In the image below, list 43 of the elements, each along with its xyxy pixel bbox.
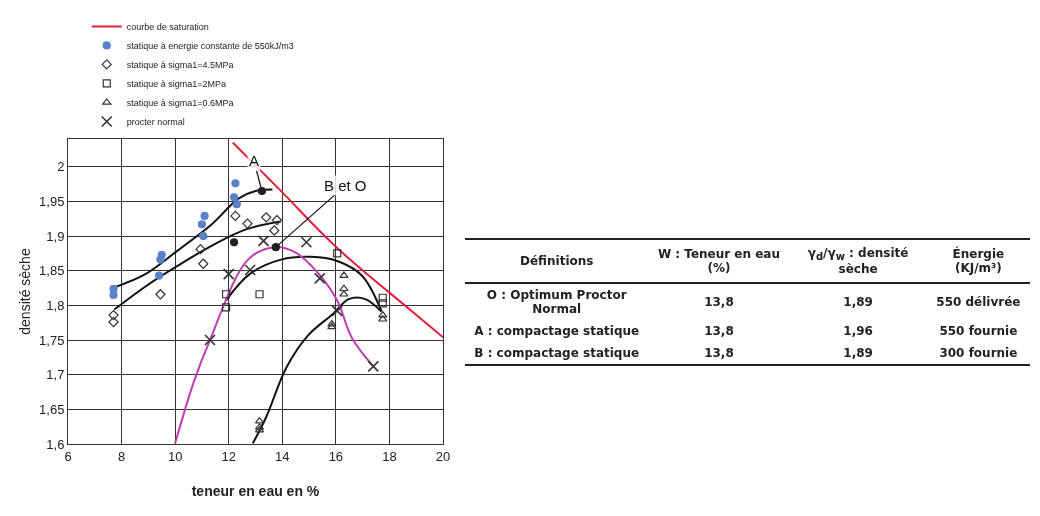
text: 1,89 bbox=[843, 346, 873, 361]
legend-label: statique à sigma1=4.5MPa bbox=[126, 59, 234, 70]
x-axis-title: teneur en eau en % bbox=[191, 483, 320, 499]
legend-label: statique à sigma1=0.6MPa bbox=[126, 97, 234, 108]
y-tick-label: 1,85 bbox=[39, 263, 65, 279]
y-tick-label: 1,8 bbox=[46, 297, 65, 313]
legend-label: courbe de saturation bbox=[126, 21, 209, 32]
category-label: γ$_{d}$/γ$_{w}$ : densité sèche bbox=[789, 239, 927, 284]
legend-label: procter normal bbox=[126, 116, 185, 127]
y-tick-label: 1,65 bbox=[39, 401, 65, 417]
x-tick-label: 18 bbox=[382, 448, 397, 464]
text: 300 fournie bbox=[939, 346, 1018, 361]
text: 13,8 bbox=[704, 295, 734, 310]
y-axis-title: densité sèche bbox=[17, 248, 33, 335]
text: B : compactage statique bbox=[474, 346, 640, 361]
x-tick-label: 14 bbox=[275, 448, 290, 464]
legend-label: statique à energie constante de 550kJ/m3 bbox=[126, 40, 294, 51]
annotation: B et O bbox=[324, 177, 367, 194]
text: 13,8 bbox=[704, 346, 734, 361]
x-tick-label: 10 bbox=[167, 448, 183, 464]
x-tick-label: 12 bbox=[221, 448, 236, 464]
text: 550 délivrée bbox=[936, 295, 1021, 310]
x-tick-label: 6 bbox=[64, 448, 72, 464]
text: 550 fournie bbox=[939, 324, 1018, 339]
x-tick-label: 20 bbox=[435, 448, 451, 464]
y-tick-label: 2 bbox=[57, 159, 65, 175]
legend-label: statique à sigma1=2MPa bbox=[126, 78, 227, 89]
y-tick-label: 1,9 bbox=[46, 228, 65, 244]
text: O : Optimum Proctor Normal bbox=[486, 288, 627, 317]
x-tick-label: 8 bbox=[117, 448, 126, 464]
category-label: Définitions bbox=[465, 239, 649, 284]
y-tick-label: 1,6 bbox=[46, 436, 65, 452]
category-label: W : Teneur en eau (%) bbox=[648, 239, 790, 284]
annotation: A bbox=[249, 152, 260, 169]
y-tick-label: 1,75 bbox=[39, 332, 65, 348]
y-tick-label: 1,95 bbox=[39, 193, 65, 209]
category-label: Énergie (KJ/m³) bbox=[926, 239, 1030, 284]
text: A : compactage statique bbox=[474, 324, 640, 339]
text: 1,96 bbox=[843, 324, 873, 339]
text: 1,89 bbox=[843, 295, 873, 310]
x-tick-label: 16 bbox=[328, 448, 344, 464]
y-tick-label: 1,7 bbox=[46, 367, 65, 383]
text: 13,8 bbox=[704, 324, 734, 339]
